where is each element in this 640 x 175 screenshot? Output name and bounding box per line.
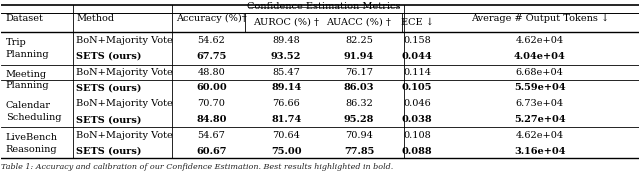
Text: 4.62e+04: 4.62e+04 [516,36,564,45]
Text: Table 1: Accuracy and calibration of our Confidence Estimation. Best results hig: Table 1: Accuracy and calibration of our… [1,163,393,171]
Text: 0.114: 0.114 [403,68,431,77]
Text: 60.00: 60.00 [196,83,227,93]
Text: 84.80: 84.80 [196,115,227,124]
Text: 77.85: 77.85 [344,147,374,156]
Text: 0.088: 0.088 [402,147,433,156]
Text: BoN+Majority Vote: BoN+Majority Vote [76,131,173,140]
Text: BoN+Majority Vote: BoN+Majority Vote [76,99,173,108]
Text: 0.105: 0.105 [402,83,432,93]
Text: 81.74: 81.74 [271,115,301,124]
Text: Average # Output Tokens ↓: Average # Output Tokens ↓ [470,14,609,23]
Text: 0.108: 0.108 [403,131,431,140]
Text: 54.62: 54.62 [198,36,225,45]
Text: Calendar
Scheduling: Calendar Scheduling [6,102,61,122]
Text: 6.68e+04: 6.68e+04 [516,68,564,77]
Text: 76.66: 76.66 [272,99,300,108]
Text: LiveBench
Reasoning: LiveBench Reasoning [6,133,58,154]
Text: SETS (ours): SETS (ours) [76,147,141,156]
Text: SETS (ours): SETS (ours) [76,83,141,93]
Text: 0.044: 0.044 [402,52,433,61]
Text: 86.32: 86.32 [345,99,373,108]
Text: 86.03: 86.03 [344,83,374,93]
Text: ECE ↓: ECE ↓ [401,18,433,27]
Text: 89.48: 89.48 [272,36,300,45]
Text: 85.47: 85.47 [272,68,300,77]
Text: 6.73e+04: 6.73e+04 [516,99,564,108]
Text: 5.59e+04: 5.59e+04 [514,83,566,93]
Text: 91.94: 91.94 [344,52,374,61]
Text: 0.158: 0.158 [403,36,431,45]
Text: 4.04e+04: 4.04e+04 [514,52,566,61]
Text: 82.25: 82.25 [345,36,373,45]
Text: 60.67: 60.67 [196,147,227,156]
Text: 3.16e+04: 3.16e+04 [514,147,565,156]
Text: AUROC (%) †: AUROC (%) † [253,18,319,27]
Text: 4.62e+04: 4.62e+04 [516,131,564,140]
Text: 89.14: 89.14 [271,83,301,93]
Text: 76.17: 76.17 [345,68,373,77]
Text: 95.28: 95.28 [344,115,374,124]
Text: BoN+Majority Vote: BoN+Majority Vote [76,68,173,77]
Text: AUACC (%) †: AUACC (%) † [326,18,392,27]
Text: 75.00: 75.00 [271,147,301,156]
Text: 70.70: 70.70 [198,99,225,108]
Text: 54.67: 54.67 [198,131,225,140]
Text: 0.046: 0.046 [403,99,431,108]
Text: Meeting
Planning: Meeting Planning [6,70,49,90]
Text: Trip
Planning: Trip Planning [6,38,49,59]
Text: Confidence Estimation Metrics: Confidence Estimation Metrics [247,2,401,11]
Text: 70.94: 70.94 [345,131,373,140]
Text: 0.038: 0.038 [402,115,433,124]
Text: Method: Method [76,14,114,23]
Text: SETS (ours): SETS (ours) [76,52,141,61]
Text: 67.75: 67.75 [196,52,227,61]
Text: Dataset: Dataset [6,14,44,23]
Text: 5.27e+04: 5.27e+04 [514,115,566,124]
Text: 70.64: 70.64 [272,131,300,140]
Text: BoN+Majority Vote: BoN+Majority Vote [76,36,173,45]
Text: 93.52: 93.52 [271,52,301,61]
Text: SETS (ours): SETS (ours) [76,115,141,124]
Text: Accuracy (%)†: Accuracy (%)† [176,14,247,23]
Text: 48.80: 48.80 [198,68,225,77]
